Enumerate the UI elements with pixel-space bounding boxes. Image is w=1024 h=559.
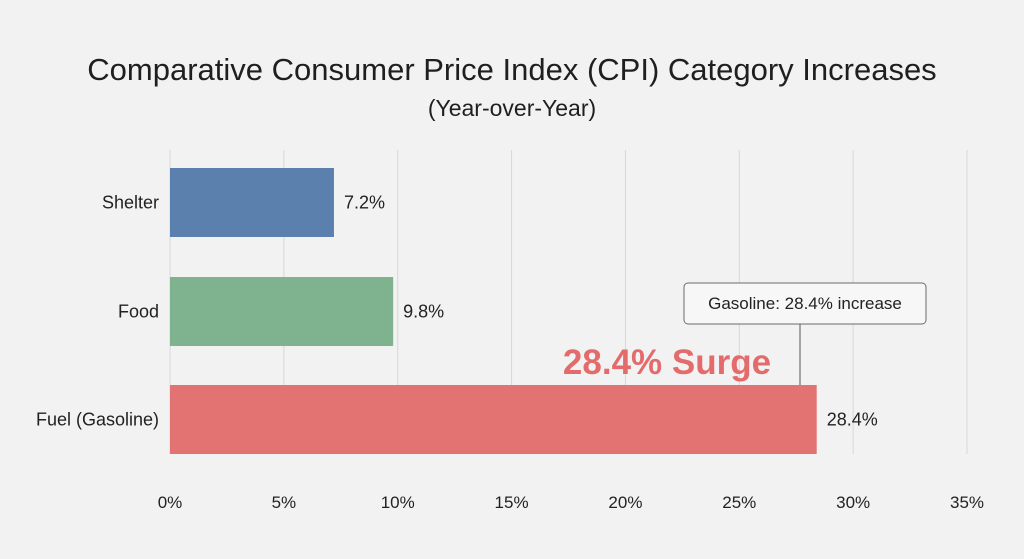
- category-label: Food: [118, 302, 159, 322]
- data-label: 9.8%: [403, 302, 444, 322]
- chart-title: Comparative Consumer Price Index (CPI) C…: [87, 52, 936, 87]
- surge-annotation: 28.4% Surge: [563, 343, 771, 382]
- callout-text: Gasoline: 28.4% increase: [708, 294, 902, 313]
- x-tick-label: 20%: [608, 493, 642, 512]
- bars: Shelter 7.2% Food 9.8% Fuel (Gasoline) 28.4%: [36, 168, 878, 454]
- bar: [170, 385, 817, 454]
- x-tick-label: 10%: [381, 493, 415, 512]
- annotations: Gasoline: 28.4% increase 28.4% Surge: [563, 282, 927, 385]
- x-tick-label: 35%: [950, 493, 984, 512]
- x-tick-label: 25%: [722, 493, 756, 512]
- x-tick-label: 15%: [495, 493, 529, 512]
- data-label: 28.4%: [827, 410, 878, 430]
- category-label: Shelter: [102, 193, 159, 213]
- x-axis-ticks: 0% 5% 10% 15% 20% 25% 30% 35%: [158, 493, 984, 512]
- x-tick-label: 5%: [272, 493, 297, 512]
- x-tick-label: 30%: [836, 493, 870, 512]
- bar: [170, 168, 334, 237]
- category-label: Fuel (Gasoline): [36, 410, 159, 430]
- x-tick-label: 0%: [158, 493, 183, 512]
- data-label: 7.2%: [344, 193, 385, 213]
- chart-subtitle: (Year-over-Year): [428, 95, 596, 121]
- callout-box: [683, 282, 927, 325]
- bar: [170, 277, 394, 346]
